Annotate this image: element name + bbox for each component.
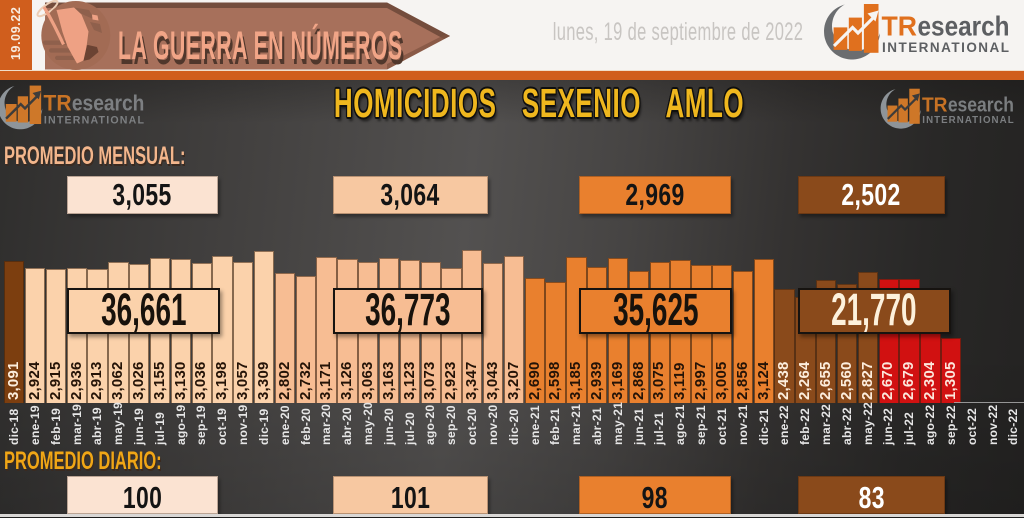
svg-text:esearch: esearch — [918, 11, 1010, 42]
svg-text:INTERNATIONAL: INTERNATIONAL — [44, 114, 145, 126]
svg-text:INTERNATIONAL: INTERNATIONAL — [922, 115, 1013, 126]
svg-text:esearch: esearch — [948, 94, 1014, 116]
svg-text:INTERNATIONAL: INTERNATIONAL — [882, 40, 1009, 55]
svg-text:esearch: esearch — [72, 90, 144, 115]
svg-text:TR: TR — [922, 94, 948, 116]
svg-text:TR: TR — [44, 90, 72, 115]
svg-text:TR: TR — [882, 11, 918, 42]
